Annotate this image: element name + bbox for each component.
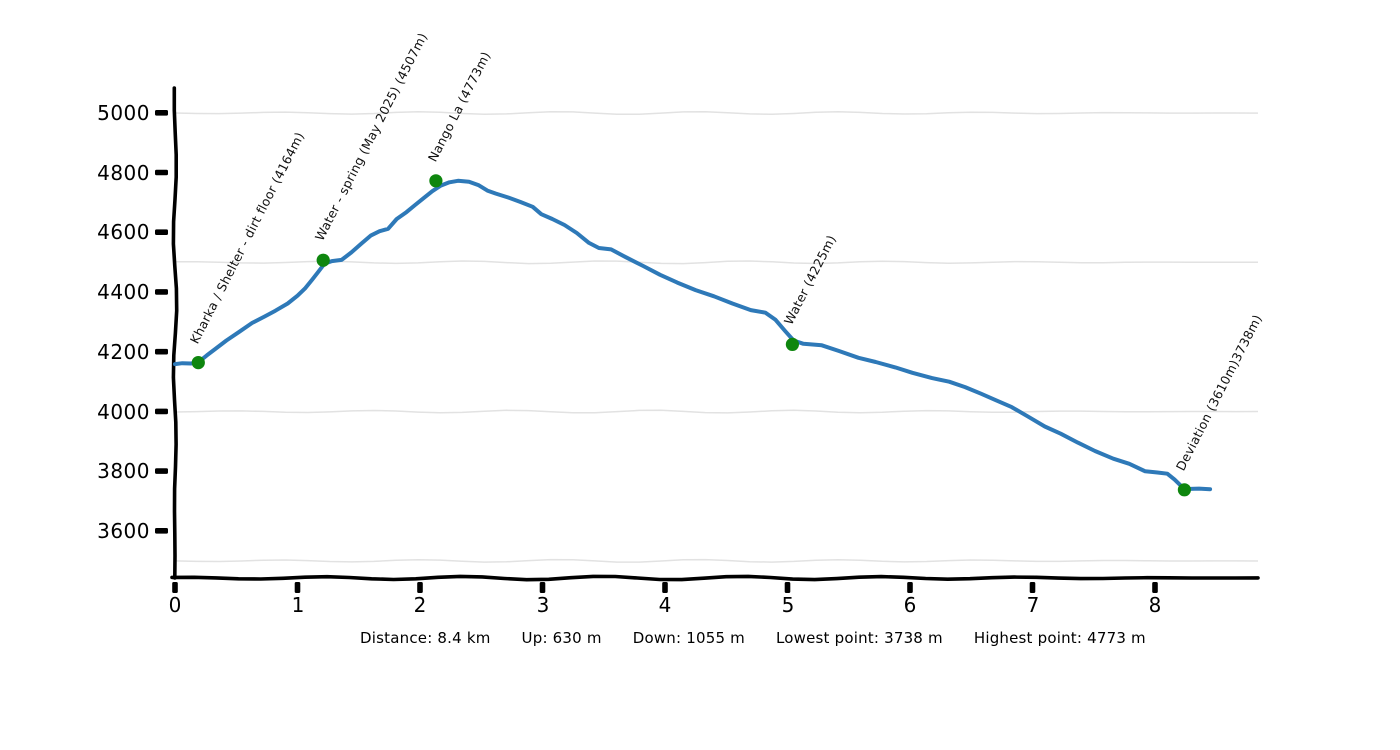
x-tickmark-6	[907, 582, 913, 593]
x-tickmark-1	[294, 582, 301, 593]
y-tickmark-4200	[155, 348, 168, 355]
x-tickmark-5	[784, 582, 791, 593]
y-tick-label-3800: 3800	[97, 459, 150, 483]
x-tick-label-4: 4	[658, 593, 672, 617]
y-tick-label-4000: 4000	[97, 400, 150, 424]
waypoint-dot-1	[316, 253, 330, 267]
waypoint-dot-2	[429, 174, 443, 188]
x-tickmark-2	[417, 582, 423, 593]
y-tick-label-4400: 4400	[97, 280, 150, 304]
y-tickmark-5000	[155, 110, 168, 116]
waypoint-dot-4	[1177, 483, 1191, 497]
gridline-5000	[174, 110, 1259, 116]
x-tick-label-5: 5	[781, 593, 795, 617]
stat-down: Down: 1055 m	[632, 629, 745, 647]
stat-distance: Distance: 8.4 km	[360, 629, 491, 647]
x-tickmark-3	[539, 582, 546, 593]
y-tickmark-4600	[155, 229, 168, 235]
x-tick-label-6: 6	[903, 593, 917, 617]
stat-up: Up: 630 m	[521, 629, 602, 647]
profile-stats-footer: Distance: 8.4 km Up: 630 m Down: 1055 m …	[360, 629, 1146, 647]
x-tickmark-7	[1029, 582, 1036, 593]
stat-lowest-point: Lowest point: 3738 m	[775, 629, 943, 647]
y-axis	[171, 86, 179, 580]
waypoint-dot-0	[191, 356, 205, 370]
elevation-line	[173, 178, 1213, 492]
x-tick-label-1: 1	[291, 593, 305, 617]
gridline-4500	[174, 260, 1258, 265]
waypoint-dot-3	[785, 337, 800, 351]
y-tickmark-3600	[155, 528, 168, 534]
x-tick-label-0: 0	[168, 593, 182, 617]
x-tick-label-8: 8	[1148, 593, 1162, 617]
gridline-4000	[174, 409, 1259, 414]
y-tickmark-4000	[155, 408, 168, 415]
x-tick-label-7: 7	[1026, 593, 1040, 617]
y-tick-label-3600: 3600	[97, 519, 150, 543]
stat-highest-point: Highest point: 4773 m	[973, 629, 1146, 647]
y-tickmark-4800	[155, 169, 168, 176]
y-tick-label-4200: 4200	[97, 340, 150, 364]
x-tick-label-2: 2	[413, 593, 427, 617]
y-tick-label-4800: 4800	[97, 161, 150, 185]
x-tick-label-3: 3	[536, 593, 550, 617]
x-tickmark-4	[662, 582, 668, 593]
gridline-3500	[174, 558, 1259, 563]
y-tickmark-3800	[155, 468, 168, 474]
x-tickmark-0	[172, 582, 178, 593]
x-axis	[170, 574, 1260, 582]
y-tickmark-4400	[155, 289, 168, 295]
x-tickmark-8	[1152, 582, 1158, 593]
y-tick-label-4600: 4600	[97, 220, 150, 244]
y-tick-label-5000: 5000	[97, 101, 150, 125]
